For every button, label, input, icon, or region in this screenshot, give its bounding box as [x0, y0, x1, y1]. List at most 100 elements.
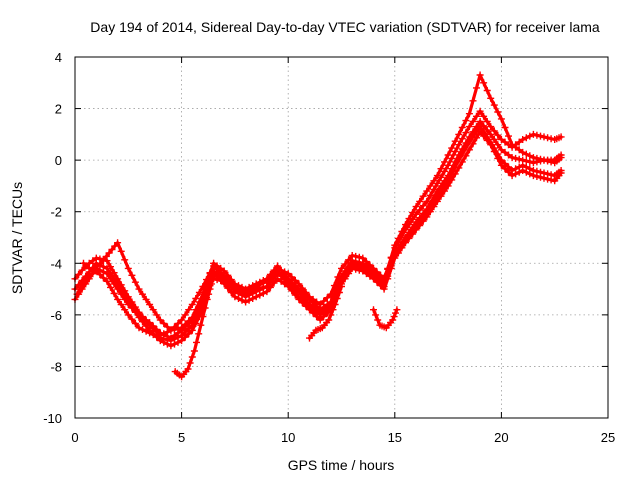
data-point	[266, 271, 274, 278]
data-point	[469, 118, 477, 125]
data-point	[78, 266, 86, 274]
y-tick-label: -8	[50, 359, 62, 374]
data-point	[160, 320, 168, 327]
data-point	[206, 285, 214, 293]
data-point	[480, 79, 488, 87]
data-point	[156, 334, 164, 342]
y-axis-label: SDTVAR / TECUs	[9, 182, 25, 294]
data-point	[473, 128, 480, 136]
data-point	[85, 272, 93, 280]
data-point	[462, 129, 470, 137]
data-point	[409, 228, 417, 235]
data-point	[501, 124, 509, 131]
data-point	[483, 126, 491, 134]
data-point	[380, 283, 388, 290]
data-point	[441, 182, 448, 190]
data-point	[117, 301, 125, 308]
data-point	[426, 182, 434, 190]
data-point	[128, 303, 136, 311]
data-point	[103, 264, 111, 272]
data-point	[131, 320, 139, 327]
data-point	[146, 301, 154, 308]
data-point	[181, 311, 189, 319]
data-point	[423, 197, 431, 205]
data-point	[327, 311, 335, 319]
data-point	[96, 271, 104, 278]
data-point	[341, 272, 349, 280]
x-tick-label: 20	[494, 430, 508, 445]
data-point	[476, 71, 484, 79]
data-point	[426, 203, 434, 211]
data-point	[519, 148, 527, 156]
data-point	[178, 324, 186, 332]
data-point	[529, 130, 537, 138]
data-point	[469, 97, 477, 105]
data-point	[508, 154, 516, 162]
data-point	[352, 263, 360, 271]
data-point	[529, 154, 537, 162]
data-point	[505, 151, 512, 159]
data-point	[277, 271, 285, 279]
data-point	[537, 132, 544, 140]
data-point	[224, 271, 232, 279]
data-point	[238, 291, 246, 299]
data-point	[156, 316, 164, 324]
data-point	[409, 209, 417, 217]
data-point	[135, 285, 143, 293]
data-point	[458, 124, 466, 131]
data-point	[483, 133, 491, 141]
data-point	[533, 154, 541, 162]
data-point	[387, 262, 395, 270]
data-point	[107, 283, 114, 291]
data-point	[181, 328, 189, 336]
data-point	[394, 234, 402, 242]
data-point	[295, 285, 303, 293]
data-point	[270, 279, 278, 287]
data-point	[476, 107, 484, 115]
data-point	[213, 270, 221, 278]
data-point	[540, 133, 548, 141]
data-point	[405, 232, 413, 240]
data-point	[462, 152, 470, 160]
data-point	[423, 187, 431, 195]
data-point	[444, 177, 452, 185]
data-point	[76, 285, 84, 293]
data-point	[142, 295, 150, 303]
data-point	[370, 272, 377, 280]
data-point	[451, 148, 459, 155]
data-point	[519, 161, 527, 169]
data-point	[207, 280, 215, 288]
data-point	[184, 365, 192, 373]
data-point	[501, 160, 509, 168]
data-point	[448, 144, 456, 152]
data-point	[473, 84, 480, 92]
data-point	[505, 132, 512, 140]
data-point	[124, 264, 132, 272]
data-point	[153, 311, 161, 319]
data-point	[178, 332, 186, 339]
data-point	[201, 304, 209, 312]
data-point	[335, 289, 343, 296]
series-track-4	[80, 71, 565, 334]
data-point	[185, 317, 193, 325]
data-point	[444, 151, 452, 159]
y-tick-label: 2	[55, 102, 62, 117]
data-point	[359, 264, 367, 272]
data-point	[430, 177, 438, 185]
data-point	[490, 136, 498, 143]
data-point	[430, 197, 438, 205]
data-point	[167, 337, 175, 345]
data-point	[117, 247, 125, 255]
data-point	[259, 277, 267, 284]
data-point	[557, 151, 565, 159]
data-point	[469, 133, 477, 141]
data-point	[412, 223, 420, 231]
data-point	[512, 154, 520, 162]
data-point	[197, 321, 205, 329]
data-point	[193, 338, 200, 346]
data-point	[451, 137, 459, 145]
data-point	[259, 284, 267, 292]
data-point	[433, 172, 441, 180]
data-point	[483, 118, 491, 125]
x-tick-label: 10	[281, 430, 295, 445]
